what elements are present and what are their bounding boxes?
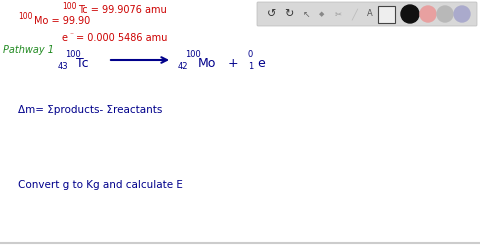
Text: e: e bbox=[257, 57, 265, 70]
Text: = 0.000 5486 amu: = 0.000 5486 amu bbox=[76, 33, 168, 43]
Text: Δm= Σproducts- Σreactants: Δm= Σproducts- Σreactants bbox=[18, 105, 162, 115]
Text: ⁻: ⁻ bbox=[69, 30, 73, 39]
Text: Convert g to Kg and calculate E: Convert g to Kg and calculate E bbox=[18, 180, 183, 190]
Text: 100: 100 bbox=[18, 12, 33, 21]
Circle shape bbox=[454, 6, 470, 22]
Text: Tc: Tc bbox=[76, 57, 89, 70]
Text: Mo: Mo bbox=[198, 57, 216, 70]
Text: +: + bbox=[228, 57, 239, 70]
Text: 1: 1 bbox=[248, 62, 253, 71]
Text: ↖: ↖ bbox=[302, 10, 310, 18]
Text: 100: 100 bbox=[62, 2, 76, 11]
Text: ✂: ✂ bbox=[335, 10, 341, 18]
Text: Pathway 1: Pathway 1 bbox=[3, 45, 54, 55]
Text: 43: 43 bbox=[58, 62, 69, 71]
Text: ◆: ◆ bbox=[319, 11, 324, 17]
Circle shape bbox=[401, 5, 419, 23]
Text: ╱: ╱ bbox=[351, 8, 357, 20]
Text: ↻: ↻ bbox=[284, 9, 294, 19]
Text: Tc = 99.9076 amu: Tc = 99.9076 amu bbox=[78, 5, 167, 15]
FancyBboxPatch shape bbox=[257, 2, 477, 26]
Text: e: e bbox=[62, 33, 68, 43]
Text: Mo = 99.90: Mo = 99.90 bbox=[34, 16, 90, 26]
Text: 100: 100 bbox=[185, 50, 201, 59]
Circle shape bbox=[420, 6, 436, 22]
Text: 0: 0 bbox=[248, 50, 253, 59]
Circle shape bbox=[437, 6, 453, 22]
FancyBboxPatch shape bbox=[377, 5, 395, 22]
Text: ↺: ↺ bbox=[267, 9, 276, 19]
Text: A: A bbox=[367, 10, 373, 18]
Text: 42: 42 bbox=[178, 62, 189, 71]
Text: 100: 100 bbox=[65, 50, 81, 59]
